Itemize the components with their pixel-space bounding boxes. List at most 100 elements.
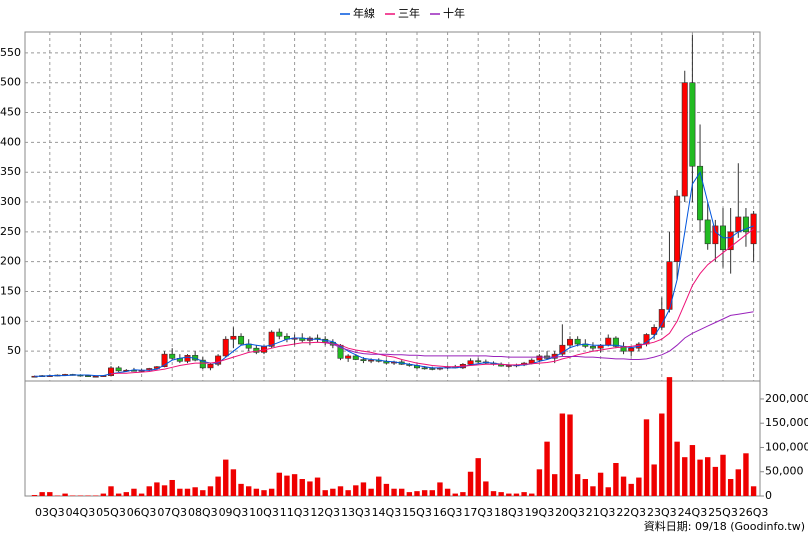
- volume-bar: [399, 488, 405, 496]
- y-tick-label: 250: [0, 225, 21, 238]
- x-tick-label: 22Q3: [616, 506, 646, 519]
- candle-body: [681, 82, 688, 197]
- volume-bar: [62, 493, 68, 496]
- x-tick-label: 18Q3: [494, 506, 524, 519]
- volume-bar: [559, 413, 566, 496]
- candle-body: [475, 360, 482, 363]
- candle-body: [559, 344, 566, 355]
- volume-bar: [743, 453, 749, 496]
- y-tick-label: 450: [0, 106, 21, 119]
- ma-line: [325, 311, 754, 360]
- y-tick-label: 150: [0, 285, 21, 298]
- candle-body: [169, 353, 176, 359]
- volume-bar: [177, 488, 183, 496]
- volume-bar: [643, 419, 650, 496]
- volume-bar: [628, 483, 634, 496]
- candle-body: [207, 363, 214, 369]
- volume-bar: [108, 486, 114, 496]
- volume-bar: [636, 477, 642, 496]
- volume-bar: [261, 490, 267, 496]
- volume-bar: [253, 488, 260, 496]
- volume-bar: [360, 482, 367, 496]
- candle-body: [528, 359, 535, 364]
- y2-tick-label: 50,000: [765, 465, 804, 478]
- volume-bar: [284, 475, 290, 496]
- legend-label: 三年: [398, 6, 420, 20]
- volume-bar: [475, 458, 481, 496]
- volume-bar: [291, 474, 298, 496]
- volume-bar: [299, 479, 305, 496]
- x-tick-label: 11Q3: [280, 506, 310, 519]
- volume-bar: [100, 493, 107, 496]
- x-tick-label: 10Q3: [249, 506, 279, 519]
- volume-bar: [651, 464, 657, 496]
- volume-bar: [337, 486, 344, 496]
- volume-bar: [597, 472, 604, 496]
- y-tick-label: 200: [0, 255, 21, 268]
- x-tick-label: 20Q3: [555, 506, 585, 519]
- volume-bar: [31, 495, 38, 496]
- volume-bar: [115, 493, 122, 496]
- x-tick-label: 13Q3: [341, 506, 371, 519]
- y-tick-label: 100: [0, 314, 21, 327]
- volume-bar: [161, 485, 168, 496]
- candle-body: [566, 338, 573, 346]
- x-tick-label: 08Q3: [188, 506, 218, 519]
- volume-bar: [246, 486, 252, 496]
- x-tick-label: 19Q3: [525, 506, 555, 519]
- plot-frame: [24, 31, 761, 497]
- volume-bar: [498, 492, 504, 496]
- volume-bar: [307, 481, 313, 496]
- ma-line: [34, 170, 754, 377]
- candle-body: [222, 338, 229, 357]
- volume-bar: [567, 414, 573, 496]
- y2-tick-label: 150,000: [765, 416, 808, 429]
- candle-body: [674, 195, 681, 262]
- candle-body: [750, 213, 757, 245]
- volume-bar: [574, 474, 581, 496]
- x-tick-label: 09Q3: [219, 506, 249, 519]
- x-tick-label: 21Q3: [586, 506, 616, 519]
- footer: 資料日期: 09/18 (Goodinfo.tw): [644, 519, 805, 533]
- y2-tick-label: 200,000: [765, 392, 808, 405]
- x-tick-label: 26Q3: [739, 506, 769, 519]
- x-tick-label: 25Q3: [708, 506, 738, 519]
- volume-bar: [238, 483, 244, 496]
- y-tick-label: 500: [0, 76, 21, 89]
- x-tick-label: 24Q3: [678, 506, 708, 519]
- volume-bar: [184, 488, 191, 496]
- volume-bar: [230, 469, 237, 496]
- ma-line: [110, 228, 754, 375]
- volume-bar: [490, 491, 497, 496]
- volume-bar: [590, 486, 596, 496]
- candle-body: [727, 231, 734, 251]
- y-tick-label: 350: [0, 165, 21, 178]
- x-tick-label: 12Q3: [310, 506, 340, 519]
- volume-bar: [552, 474, 558, 496]
- volume-bar: [47, 492, 53, 496]
- volume-bar: [276, 472, 282, 496]
- x-tick-label: 23Q3: [647, 506, 677, 519]
- volume-bar: [444, 488, 451, 496]
- volume-bar: [383, 483, 390, 496]
- candle-body: [115, 367, 122, 372]
- candle-body: [536, 355, 543, 361]
- volume-bar: [123, 492, 129, 496]
- volume-bar: [513, 493, 520, 496]
- candle-body: [92, 375, 99, 378]
- candle-body: [184, 355, 191, 362]
- volume-bar: [322, 490, 328, 496]
- volume-bar: [460, 492, 466, 496]
- volume-bar: [705, 457, 711, 496]
- volume-bar: [207, 486, 214, 496]
- volume-bar: [414, 491, 420, 496]
- candle-body: [574, 338, 581, 345]
- volume-bar: [506, 493, 512, 496]
- volume-bar: [437, 482, 443, 496]
- volume-bar: [544, 441, 550, 496]
- candle-body: [199, 359, 206, 369]
- volume-bar: [659, 413, 665, 496]
- volume-bar: [345, 490, 351, 496]
- candle-body: [628, 347, 635, 352]
